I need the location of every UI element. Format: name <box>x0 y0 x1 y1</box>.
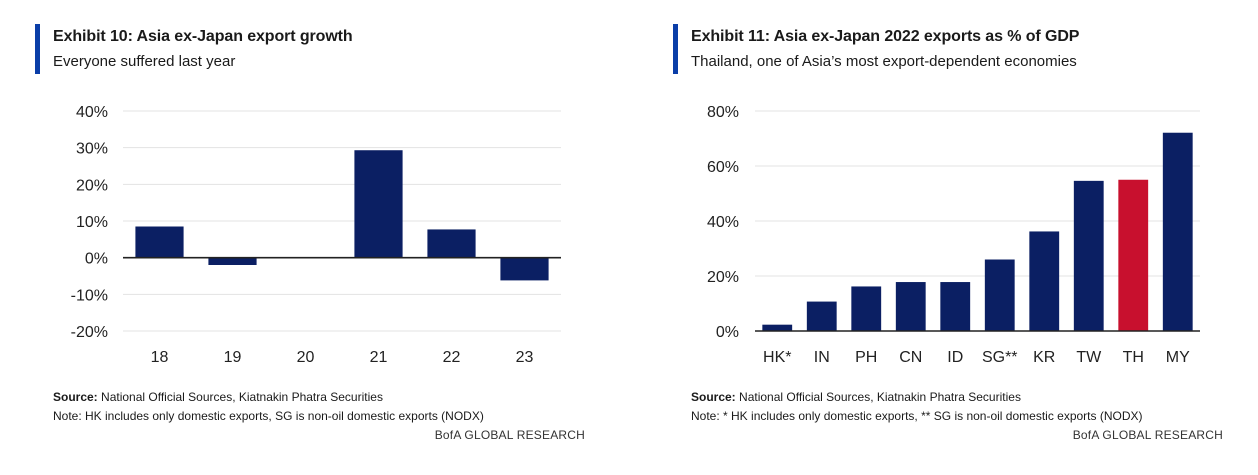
exhibit-11-xtick-label: ID <box>947 349 963 366</box>
exhibit-11-bar-hk <box>762 324 793 331</box>
exhibit-11-brand: BofA GLOBAL RESEARCH <box>1072 428 1223 442</box>
exhibit-10-ytick-label: 10% <box>76 214 108 231</box>
exhibit-10-chart: -20% -10% 0% 10% 20% 30% 40% 18 19 20 21 22 23 <box>71 104 561 366</box>
exhibit-11-xtick-label: KR <box>1033 349 1055 366</box>
exhibit-11-bar-kr <box>1029 231 1060 331</box>
exhibit-11-xtick-label: TW <box>1076 349 1102 366</box>
exhibit-10-xtick-label: 20 <box>297 349 315 366</box>
exhibit-11-xtick-label: PH <box>855 349 877 366</box>
exhibit-10-source-text: National Official Sources, Kiatnakin Pha… <box>97 390 383 404</box>
exhibit-11-xtick-label: SG** <box>982 349 1018 366</box>
exhibit-10-bar-21 <box>354 150 403 258</box>
exhibit-10-bar-22 <box>427 229 476 258</box>
exhibit-10-ytick-label: 40% <box>76 104 108 121</box>
exhibit-11-notes: Source: National Official Sources, Kiatn… <box>691 388 1143 426</box>
exhibit-11-xtick-label: MY <box>1166 349 1190 366</box>
exhibit-10-notes: Source: National Official Sources, Kiatn… <box>53 388 484 426</box>
exhibit-10-title: Exhibit 10: Asia ex-Japan export growth <box>53 28 353 45</box>
exhibit-11-source-text: National Official Sources, Kiatnakin Pha… <box>735 390 1021 404</box>
exhibit-10-xtick-label: 21 <box>370 349 388 366</box>
exhibit-11-panel: Exhibit 11: Asia ex-Japan 2022 exports a… <box>638 0 1238 475</box>
exhibit-10-ytick-label: 0% <box>85 251 108 268</box>
exhibit-11-bar-ph <box>851 286 882 331</box>
exhibit-11-bar-sg <box>984 259 1015 331</box>
exhibit-11-accent-bar <box>673 24 678 74</box>
exhibit-11-bar-cn <box>895 282 926 331</box>
exhibit-11-bar-in <box>806 301 837 331</box>
exhibit-10-ytick-label: -10% <box>71 287 108 304</box>
exhibit-10-bar-18 <box>135 226 184 258</box>
exhibit-11-source-label: Source: <box>691 390 736 404</box>
exhibit-10-ytick-label: 20% <box>76 177 108 194</box>
exhibit-10-accent-bar <box>35 24 40 74</box>
exhibit-11-xtick-label: TH <box>1123 349 1144 366</box>
exhibit-11-ytick-label: 0% <box>716 324 739 341</box>
exhibit-11-ytick-label: 60% <box>707 159 739 176</box>
exhibit-11-xtick-label: IN <box>814 349 830 366</box>
exhibit-10-brand: BofA GLOBAL RESEARCH <box>434 428 585 442</box>
exhibit-11-note: Note: * HK includes only domestic export… <box>691 409 1143 423</box>
exhibit-10-ytick-label: 30% <box>76 141 108 158</box>
exhibit-11-xtick-label: HK* <box>763 349 791 366</box>
exhibit-11-bar-th <box>1118 179 1149 331</box>
exhibit-10-bar-23 <box>500 257 549 281</box>
exhibit-10-note: Note: HK includes only domestic exports,… <box>53 409 484 423</box>
exhibit-11-subtitle: Thailand, one of Asia’s most export-depe… <box>691 53 1077 70</box>
exhibit-10-panel: Exhibit 10: Asia ex-Japan export growth … <box>0 0 600 475</box>
exhibit-10-xtick-label: 22 <box>443 349 461 366</box>
exhibit-11-ytick-label: 40% <box>707 214 739 231</box>
exhibit-11-ytick-label: 80% <box>707 104 739 121</box>
exhibit-10-subtitle: Everyone suffered last year <box>53 53 236 70</box>
exhibit-10-xtick-label: 23 <box>516 349 534 366</box>
exhibit-11-bar-my <box>1162 132 1193 331</box>
exhibit-10-xtick-label: 19 <box>224 349 242 366</box>
exhibit-10-source-label: Source: <box>53 390 98 404</box>
exhibit-10-ytick-label: -20% <box>71 324 108 341</box>
exhibit-10-bar-19 <box>208 257 257 265</box>
exhibit-11-bar-id <box>940 282 971 331</box>
exhibit-11-chart: 0% 20% 40% 60% 80% HK* IN PH CN ID SG** KR TW TH MY <box>707 104 1200 366</box>
exhibit-11-ytick-label: 20% <box>707 269 739 286</box>
exhibit-11-bar-tw <box>1073 180 1104 331</box>
exhibit-11-xtick-label: CN <box>899 349 922 366</box>
exhibit-11-source: Source: National Official Sources, Kiatn… <box>691 388 1143 407</box>
exhibit-10-source: Source: National Official Sources, Kiatn… <box>53 388 484 407</box>
exhibit-11-title: Exhibit 11: Asia ex-Japan 2022 exports a… <box>691 28 1080 45</box>
exhibit-10-xtick-label: 18 <box>151 349 169 366</box>
